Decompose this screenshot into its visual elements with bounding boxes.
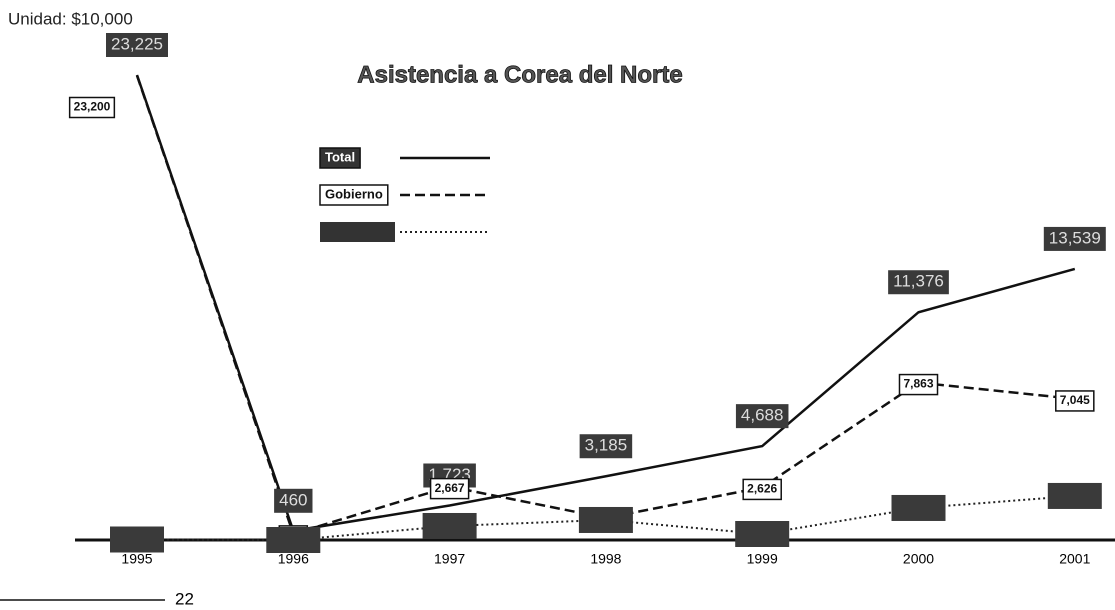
- x-tick-label: 1996: [278, 551, 309, 567]
- data-label-box: [429, 477, 470, 500]
- point-box: [578, 506, 633, 533]
- data-label: 13,539: [1049, 228, 1101, 247]
- data-label-box: [735, 404, 789, 429]
- x-tick-label: 1997: [434, 551, 465, 567]
- data-label-box: [106, 33, 168, 57]
- point-box: [266, 527, 321, 553]
- series-line: [135, 74, 1076, 533]
- chart-title: Asistencia a Corea del Norte: [357, 61, 682, 88]
- data-label-box: [888, 270, 949, 295]
- data-label: 11,376: [893, 272, 944, 291]
- data-label: 7,863: [903, 377, 933, 391]
- legend-label: Total: [325, 149, 355, 164]
- series-line: [135, 75, 1075, 536]
- legend-label: Gobierno: [325, 186, 383, 201]
- point-box: [735, 520, 790, 547]
- data-label-box: [898, 373, 939, 396]
- legend-box: [319, 184, 389, 206]
- x-tick-label: 2000: [903, 551, 934, 567]
- data-label-box: [1055, 390, 1095, 412]
- x-tick-label: 1998: [590, 551, 621, 567]
- data-label: 4,688: [741, 406, 784, 425]
- page-number: 22: [175, 589, 194, 608]
- point-box: [110, 526, 164, 553]
- data-label: 2,667: [435, 481, 465, 495]
- x-tick-label: 2001: [1059, 551, 1090, 567]
- data-label: 23,200: [74, 100, 111, 114]
- legend-box: [320, 222, 395, 242]
- data-label-box: [1043, 226, 1106, 251]
- unit-note: Unidad: $10,000: [8, 9, 133, 28]
- data-label-box: [274, 488, 313, 513]
- x-tick-label: 1999: [747, 551, 778, 567]
- point-box: [422, 512, 477, 539]
- point-box: [1047, 482, 1102, 509]
- data-label-box: [68, 96, 116, 119]
- legend-box: [319, 147, 361, 169]
- data-label: 23,225: [111, 34, 163, 53]
- point-box: [891, 494, 946, 521]
- data-label-box: [742, 478, 782, 501]
- data-label-box: [579, 434, 633, 459]
- data-label: 460: [279, 490, 307, 509]
- x-tick-label: 1995: [121, 551, 152, 567]
- data-label: 3,185: [585, 436, 628, 455]
- data-label: 2,626: [747, 482, 777, 496]
- data-label: 7,045: [1060, 393, 1090, 407]
